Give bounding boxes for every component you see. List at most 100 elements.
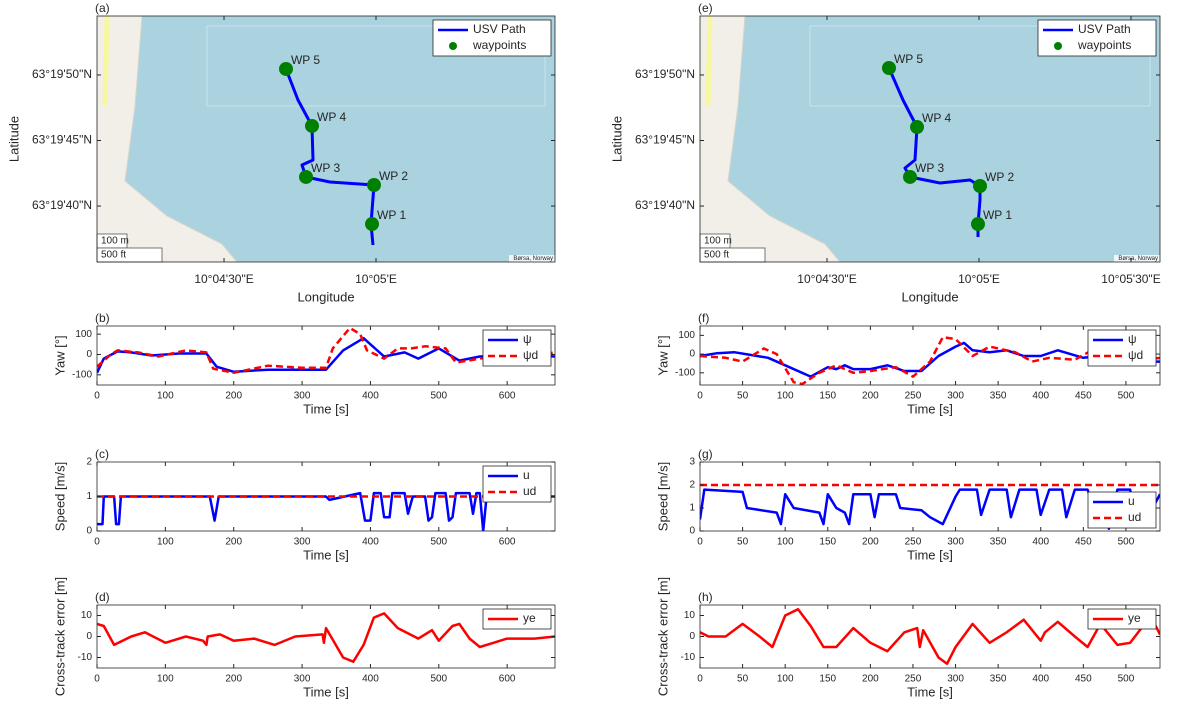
x-tick-label: 10°04'30"E: [797, 272, 856, 286]
x-tick-label: 500: [430, 391, 447, 402]
x-tick-label: 500: [1118, 391, 1135, 402]
x-tick-label: 500: [430, 674, 447, 685]
panel-label: (a): [95, 1, 110, 15]
waypoint-label: WP 1: [983, 208, 1012, 222]
panel: 0100200300400500600012(c)Time [s]Speed […: [52, 447, 555, 562]
legend-label: USV Path: [1078, 22, 1131, 36]
waypoint-label: WP 5: [291, 53, 320, 67]
legend-label: ud: [1128, 510, 1141, 524]
x-tick-label: 10°05'E: [958, 272, 1000, 286]
legend-label: ψ: [1128, 332, 1137, 346]
waypoint-label: WP 2: [379, 169, 408, 183]
panel-label: (c): [95, 447, 109, 461]
waypoint-label: WP 5: [894, 52, 923, 66]
x-tick-label: 150: [819, 537, 836, 548]
x-tick-label: 450: [1075, 391, 1092, 402]
x-tick-label: 200: [862, 674, 879, 685]
y-axis-label: Latitude: [609, 116, 624, 162]
x-tick-label: 400: [1032, 391, 1049, 402]
x-axis-label: Time [s]: [907, 547, 953, 562]
waypoint-label: WP 3: [915, 161, 944, 175]
x-axis-label: Time [s]: [907, 684, 953, 699]
x-tick-label: 300: [294, 674, 311, 685]
waypoint-label: WP 1: [377, 208, 406, 222]
legend-label: USV Path: [473, 22, 526, 36]
x-tick-label: 250: [905, 537, 922, 548]
y-tick-label: 0: [86, 631, 92, 642]
x-tick-label: 100: [157, 391, 174, 402]
legend-label: ud: [523, 484, 536, 498]
waypoint-label: WP 2: [985, 170, 1014, 184]
figure: 100 m 500 ft Børsa, Norway 10°04'30"E 10°05'…: [0, 0, 1199, 719]
y-axis-label: Yaw [°]: [655, 335, 670, 375]
y-tick-label: 0: [689, 526, 695, 537]
y-tick-label: -10: [681, 652, 696, 663]
panel-label: (b): [95, 311, 110, 325]
waypoint-label: WP 4: [922, 111, 951, 125]
panel: 0501001502002503003504004505000123(g)Tim…: [655, 447, 1160, 562]
y-axis-label: Yaw [°]: [52, 335, 67, 375]
y-tick-label: -100: [72, 369, 92, 380]
x-tick-label: 10°04'30"E: [194, 272, 253, 286]
x-tick-label: 300: [294, 391, 311, 402]
legend-label: ψd: [523, 348, 538, 362]
x-tick-label: 400: [362, 391, 379, 402]
y-tick-label: 0: [86, 349, 92, 360]
legend-box: [1088, 330, 1156, 366]
x-tick-label: 300: [947, 537, 964, 548]
panel: 100 m500 ftBørsa, Norway10°04'30"E10°05'…: [6, 1, 555, 304]
y-tick-label: 1: [86, 491, 92, 502]
x-tick-label: 400: [1032, 537, 1049, 548]
y-tick-label: -10: [78, 652, 93, 663]
x-tick-label: 450: [1075, 537, 1092, 548]
x-tick-label: 0: [697, 537, 703, 548]
y-tick-label: 100: [75, 329, 92, 340]
y-axis-label: Latitude: [6, 116, 21, 162]
panel-label: (f): [698, 311, 709, 325]
y-tick-label: 2: [86, 457, 92, 468]
scale-bar-label: 100 m: [101, 236, 129, 247]
legend-marker: [1054, 42, 1062, 50]
x-tick-label: 0: [94, 674, 100, 685]
x-tick-label: 100: [157, 674, 174, 685]
x-tick-label: 200: [225, 537, 242, 548]
y-tick-label: 63°19'40"N: [32, 198, 92, 212]
x-tick-label: 500: [1118, 674, 1135, 685]
y-tick-label: 63°19'50"N: [635, 67, 695, 81]
x-axis-label: Time [s]: [303, 401, 349, 416]
scale-bar-label: 500 ft: [704, 250, 729, 261]
legend-label: u: [523, 468, 530, 482]
y-tick-label: 63°19'50"N: [32, 67, 92, 81]
panel: 100 m500 ftBørsa, Norway10°04'30"E10°05'…: [609, 1, 1160, 304]
y-tick-label: 10: [684, 610, 696, 621]
x-tick-label: 10°05'30"E: [1101, 272, 1160, 286]
legend-box: [483, 330, 551, 366]
x-tick-label: 150: [819, 674, 836, 685]
x-axis-label: Longitude: [901, 289, 958, 304]
x-axis-label: Longitude: [297, 289, 354, 304]
y-tick-label: 63°19'45"N: [635, 133, 695, 147]
legend-label: waypoints: [472, 38, 526, 52]
x-tick-label: 10°05'E: [355, 272, 397, 286]
y-tick-label: 2: [689, 480, 695, 491]
x-tick-label: 50: [737, 674, 749, 685]
x-tick-label: 250: [905, 674, 922, 685]
x-tick-label: 50: [737, 537, 749, 548]
y-tick-label: 0: [689, 631, 695, 642]
x-tick-label: 50: [737, 391, 749, 402]
y-tick-label: -100: [675, 367, 695, 378]
x-tick-label: 100: [157, 537, 174, 548]
y-axis-label: Speed [m/s]: [655, 462, 670, 531]
attribution: Børsa, Norway: [1118, 256, 1158, 262]
y-axis-label: Cross-track error [m]: [52, 577, 67, 696]
x-tick-label: 0: [94, 537, 100, 548]
scale-bar-label: 500 ft: [101, 250, 126, 261]
y-tick-label: 0: [689, 349, 695, 360]
road: [708, 16, 710, 106]
x-tick-label: 350: [990, 674, 1007, 685]
x-tick-label: 500: [1118, 537, 1135, 548]
waypoint-label: WP 4: [317, 110, 346, 124]
y-tick-label: 0: [86, 526, 92, 537]
